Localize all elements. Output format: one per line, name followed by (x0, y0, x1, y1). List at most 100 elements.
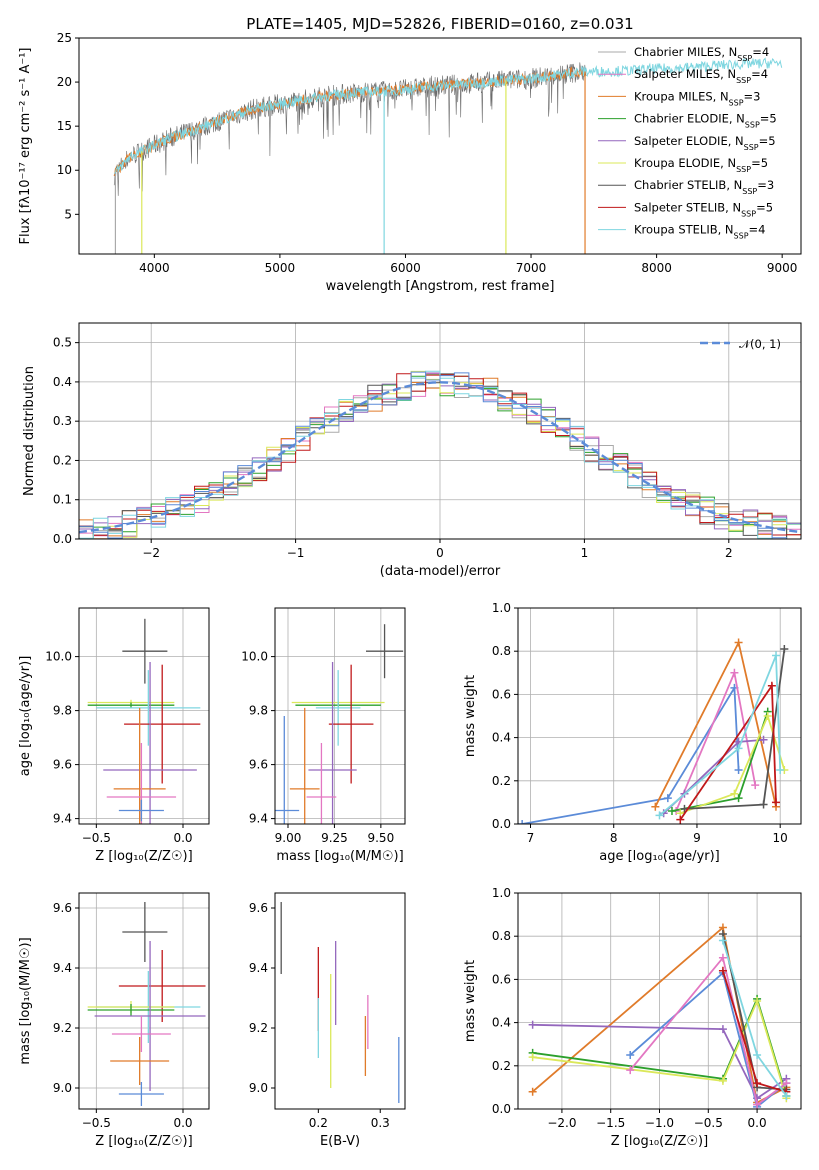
weight_vs_Z-ytick-label: 0.6 (492, 972, 511, 986)
weight-marker (734, 766, 743, 774)
legend-label: Kroupa STELIB, N (634, 223, 734, 237)
legend-label: Kroupa MILES, N (634, 89, 729, 103)
legend-label: Chabrier STELIB, N (634, 178, 742, 192)
age_vs_Z-frame (78, 607, 210, 825)
weight-line (722, 970, 787, 1093)
legend-label: Kroupa ELODIE, N (634, 156, 736, 170)
spectrum-data-line (113, 62, 587, 196)
residuals-ytick-label: 0.5 (53, 336, 72, 350)
residuals-xtick-label: −2 (142, 546, 160, 560)
legend-suffix: =4 (751, 67, 768, 81)
age_vs_Z-ylabel: age [log₁₀(age/yr)] (18, 656, 33, 777)
weight_vs_Z-ytick-label: 1.0 (492, 886, 511, 900)
weight_vs_age-ylabel: mass weight (463, 675, 478, 757)
figure-title: PLATE=1405, MJD=52826, FIBERID=0160, z=0… (246, 15, 633, 33)
age_vs_Z-ytick-label: 10.0 (45, 650, 72, 664)
residuals-xlabel: (data-model)/error (380, 564, 501, 579)
weight-marker (767, 681, 776, 690)
weight_vs_Z-xtick-label: −2.0 (547, 1116, 576, 1130)
legend-label: Chabrier MILES, N (634, 45, 737, 59)
mass_vs_ebv-ytick-label: 9.4 (249, 961, 268, 975)
mass_vs_Z-xtick-label: −0.5 (82, 1116, 111, 1130)
age_vs_Z-ytick-label: 9.4 (53, 812, 72, 826)
legend-entry: Salpeter ELODIE, NSSP=5 (634, 134, 776, 152)
weight-marker (626, 1066, 635, 1075)
mass_vs_Z-ytick-label: 9.0 (53, 1081, 72, 1095)
spectrum-ylabel: Flux [fλ10⁻¹⁷ erg cm⁻² s⁻¹ A⁻¹] (18, 48, 33, 245)
mass_vs_Z-frame (78, 892, 210, 1110)
legend-suffix: =5 (756, 200, 773, 214)
weight_vs_Z-ylabel: mass weight (463, 960, 478, 1042)
residuals-frame (78, 322, 802, 540)
residual-histogram (79, 370, 801, 539)
legend-entry: Salpeter MILES, NSSP=4 (634, 67, 768, 85)
weight_vs_age-frame (517, 607, 802, 825)
weight_vs_Z-xtick-label: −1.0 (645, 1116, 674, 1130)
weight_vs_age-xtick-label: 10 (773, 831, 788, 845)
age_vs_Z-xtick-label: −0.5 (82, 831, 111, 845)
weight_vs_Z-xlabel: Z [log₁₀(Z/Z☉)] (611, 1134, 708, 1149)
residuals-xtick-label: 1 (581, 546, 589, 560)
weight-marker (518, 820, 527, 824)
mass_vs_Z-ytick-label: 9.2 (53, 1021, 72, 1035)
age_vs_mass-xtick-label: 9.50 (367, 831, 394, 845)
weight-marker (528, 1087, 537, 1096)
legend-suffix: =4 (749, 223, 766, 237)
age_vs_mass-plot-area (275, 608, 405, 824)
spectrum-xtick-label: 8000 (641, 261, 672, 275)
weight-marker (528, 1020, 537, 1029)
age_vs_mass-panel: 9.00 9.25 9.50 9.4 9.6 9.8 10.0 mass [log₁₀(M/M… (241, 607, 406, 864)
age_vs_Z-xlabel: Z [log₁₀(Z/Z☉)] (95, 849, 192, 864)
weight_vs_age-ytick-label: 0.8 (492, 644, 511, 658)
spectrum-ytick-label: 5 (64, 207, 72, 221)
weight_vs_age-xtick-label: 9 (693, 831, 701, 845)
residual-histogram (79, 371, 801, 539)
legend-label: Chabrier ELODIE, N (634, 112, 745, 126)
spectrum-plot-area (113, 57, 783, 254)
panels: 4000 5000 6000 7000 8000 9000510152025wavelen… (18, 31, 802, 1149)
age_vs_Z-xtick-label: 0.0 (173, 831, 192, 845)
weight-marker (718, 1025, 727, 1034)
mass_vs_Z-xlabel: Z [log₁₀(Z/Z☉)] (95, 1134, 192, 1149)
legend-suffix: =3 (744, 89, 761, 103)
residuals-plot-area (79, 323, 801, 539)
weight_vs_Z-ytick-label: 0.2 (492, 1059, 511, 1073)
age_vs_mass-ytick-label: 9.6 (249, 758, 268, 772)
weight-line (629, 955, 787, 1107)
residuals-ytick-label: 0.2 (53, 453, 72, 467)
legend-sub: SSP (736, 76, 751, 85)
mass_vs_ebv-frame (274, 892, 406, 1110)
mass_vs_Z-xtick-label: 0.0 (173, 1116, 192, 1130)
age_vs_Z-ytick-label: 9.8 (53, 704, 72, 718)
spectrum-ytick-label: 20 (57, 75, 72, 89)
weight-marker (730, 668, 739, 677)
legend-label: Salpeter MILES, N (634, 67, 736, 81)
weight-marker (772, 798, 781, 807)
weight_vs_Z-frame (517, 892, 802, 1110)
normal-curve (79, 381, 801, 534)
residuals-ylabel: Normed distribution (22, 366, 37, 496)
age_vs_mass-frame (274, 607, 406, 825)
mass_vs_Z-ytick-label: 9.6 (53, 901, 72, 915)
residuals-xtick-label: −1 (287, 546, 305, 560)
weight-marker (718, 1076, 727, 1085)
spectrum-frame (78, 37, 802, 255)
legend-entry: Chabrier MILES, NSSP=4 (634, 45, 769, 63)
mass_vs_ebv-xtick-label: 0.3 (371, 1116, 390, 1130)
mass_vs_ebv-xlabel: E(B-V) (320, 1134, 360, 1149)
residuals-ytick-label: 0.0 (53, 532, 72, 546)
age_vs_Z-panel: −0.5 0.0 9.4 9.6 9.8 10.0 Z [log₁₀(Z/Z☉)] age [… (18, 607, 210, 864)
weight-marker (730, 789, 739, 798)
weight-marker (753, 1079, 762, 1088)
weight-line (654, 639, 777, 808)
legend-suffix: =5 (760, 112, 777, 126)
legend-sub: SSP (737, 54, 752, 63)
weight_vs_age-ytick-label: 0.6 (492, 687, 511, 701)
spectrum-model-line (114, 57, 783, 174)
weight-marker (753, 997, 762, 1005)
mass_vs_ebv-ytick-label: 9.6 (249, 901, 268, 915)
mass_vs_Z-plot-area (79, 893, 209, 1109)
residuals-panel: −2 −1 0 1 2 0.0 0.1 0.2 0.3 0.4 0.5 (data-model)/er… (22, 322, 802, 579)
